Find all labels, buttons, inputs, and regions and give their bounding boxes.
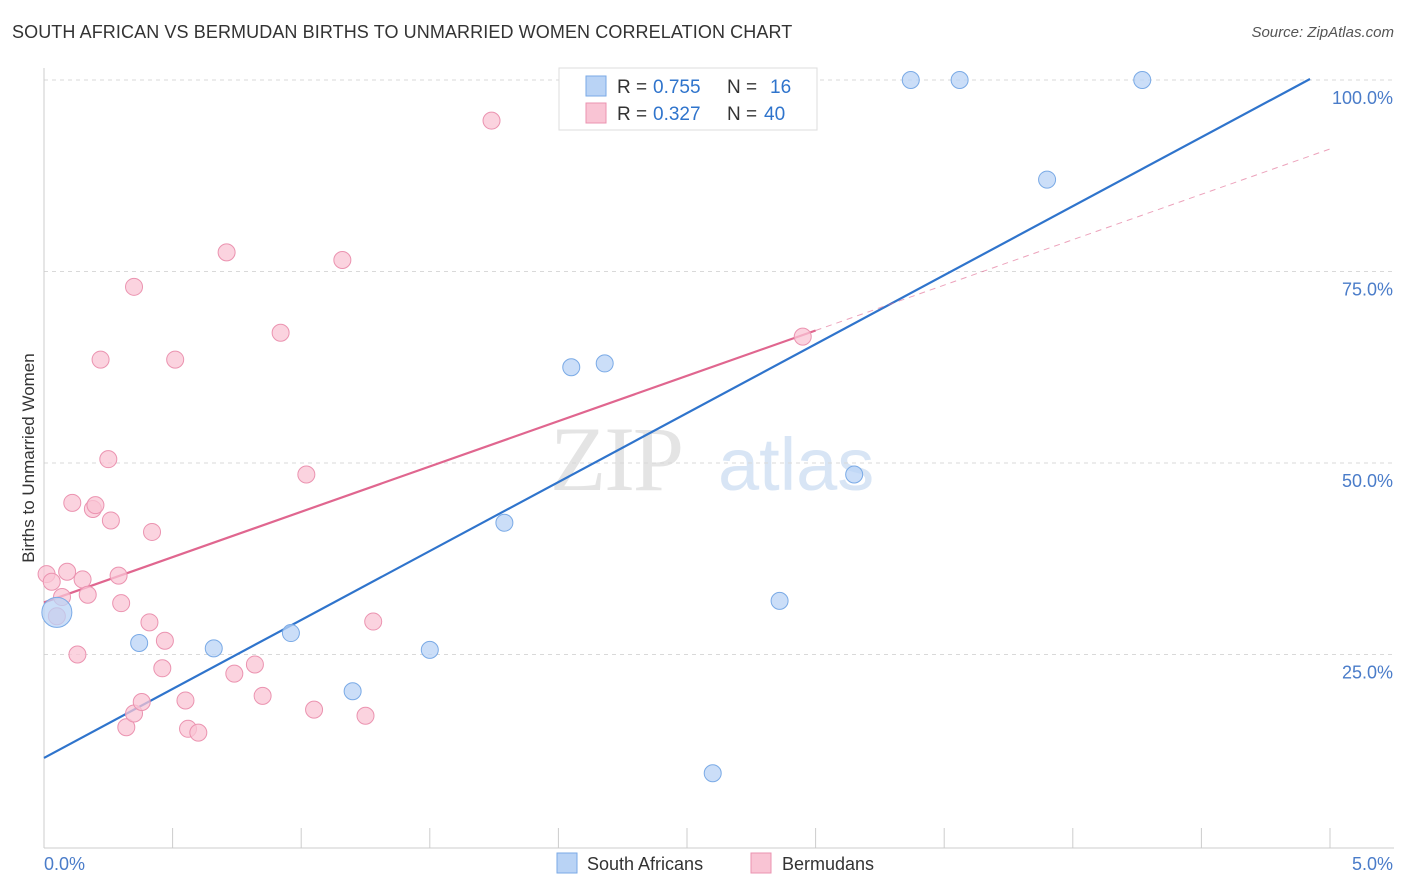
y-tick-label: 75.0% [1342, 280, 1393, 300]
point-bermudans [253, 686, 272, 705]
point-bermudans [482, 111, 501, 130]
x-ticks [43, 828, 1331, 848]
bottom-legend-swatch-pink [750, 852, 772, 874]
x-tick-label: 0.0% [44, 854, 85, 874]
point-south-africans [950, 71, 969, 89]
bottom-legend-label-pink: Bermudans [782, 854, 874, 874]
legend-n-value-1: 16 [770, 77, 791, 98]
point-south-africans [770, 591, 789, 610]
point-south-africans [1038, 170, 1057, 189]
x-tick-labels: 0.0% 5.0% [44, 854, 1393, 874]
top-legend: R = 0.755 N = 16 R = 0.327 N = 40 [558, 67, 818, 131]
source-label: Source: ZipAtlas.com [1251, 24, 1394, 41]
legend-n-label-1: N = [727, 77, 757, 98]
point-bermudans [68, 645, 87, 664]
point-bermudans [189, 723, 208, 742]
point-bermudans [297, 465, 316, 484]
y-tick-label: 100.0% [1332, 88, 1393, 108]
point-south-africans [1133, 71, 1152, 89]
point-south-africans [562, 358, 581, 377]
point-south-africans [595, 354, 614, 373]
point-bermudans [132, 692, 151, 711]
x-tick-label: 5.0% [1352, 854, 1393, 874]
point-bermudans [58, 562, 77, 581]
trend-line-bermudans [43, 329, 816, 604]
axes [43, 68, 1394, 849]
point-bermudans [245, 655, 264, 674]
point-bermudans [101, 511, 120, 530]
trend-lines [43, 78, 1331, 759]
y-tick-label: 50.0% [1342, 471, 1393, 491]
point-bermudans [73, 570, 92, 589]
point-south-africans [41, 596, 73, 628]
data-points [37, 71, 1152, 783]
point-bermudans [112, 594, 131, 613]
point-bermudans [305, 700, 324, 719]
point-bermudans [364, 612, 383, 631]
trend-line-south-africans [43, 78, 1311, 759]
chart-title: SOUTH AFRICAN VS BERMUDAN BIRTHS TO UNMA… [12, 22, 793, 42]
point-bermudans [86, 496, 105, 515]
point-south-africans [204, 639, 223, 658]
gridlines [44, 79, 1394, 655]
point-bermudans [78, 585, 97, 604]
point-bermudans [91, 350, 110, 369]
bottom-legend-label-blue: South Africans [587, 854, 703, 874]
point-south-africans [901, 71, 920, 89]
point-bermudans [125, 277, 144, 296]
legend-n-label-2: N = [727, 104, 757, 125]
point-south-africans [703, 764, 722, 783]
point-bermudans [140, 613, 159, 632]
legend-r-value-1: 0.755 [653, 77, 701, 98]
bottom-legend-swatch-blue [556, 852, 578, 874]
legend-n-value-2: 40 [764, 104, 785, 125]
point-bermudans [333, 251, 352, 270]
point-bermudans [117, 718, 136, 737]
point-bermudans [42, 572, 61, 591]
point-bermudans [225, 664, 244, 683]
point-bermudans [176, 691, 195, 710]
point-south-africans [845, 465, 864, 484]
point-bermudans [99, 450, 118, 469]
point-bermudans [155, 631, 174, 650]
legend-r-label-2: R = [617, 104, 647, 125]
legend-r-label-1: R = [617, 77, 647, 98]
point-bermudans [63, 493, 82, 512]
point-bermudans [271, 323, 290, 342]
point-south-africans [495, 513, 514, 532]
point-bermudans [356, 706, 375, 725]
y-tick-labels: 25.0% 50.0% 75.0% 100.0% [1332, 88, 1393, 683]
point-bermudans [109, 566, 128, 585]
bottom-legend: South Africans Bermudans [556, 852, 874, 874]
point-bermudans [166, 350, 185, 369]
point-bermudans [217, 243, 236, 262]
point-bermudans [143, 522, 162, 541]
point-bermudans [153, 659, 172, 678]
watermark-atlas: atlas [718, 423, 874, 506]
trend-line-bermudans-extension [815, 148, 1331, 331]
y-tick-label: 25.0% [1342, 663, 1393, 683]
legend-swatch-blue [585, 75, 607, 97]
point-south-africans [281, 624, 300, 643]
point-south-africans [343, 682, 362, 701]
point-south-africans [420, 640, 439, 659]
legend-swatch-pink [585, 102, 607, 124]
point-bermudans [793, 327, 812, 346]
y-axis-label: Births to Unmarried Women [19, 353, 38, 562]
legend-r-value-2: 0.327 [653, 104, 701, 125]
point-south-africans [130, 634, 149, 653]
watermark-zip: ZIP [550, 408, 682, 510]
